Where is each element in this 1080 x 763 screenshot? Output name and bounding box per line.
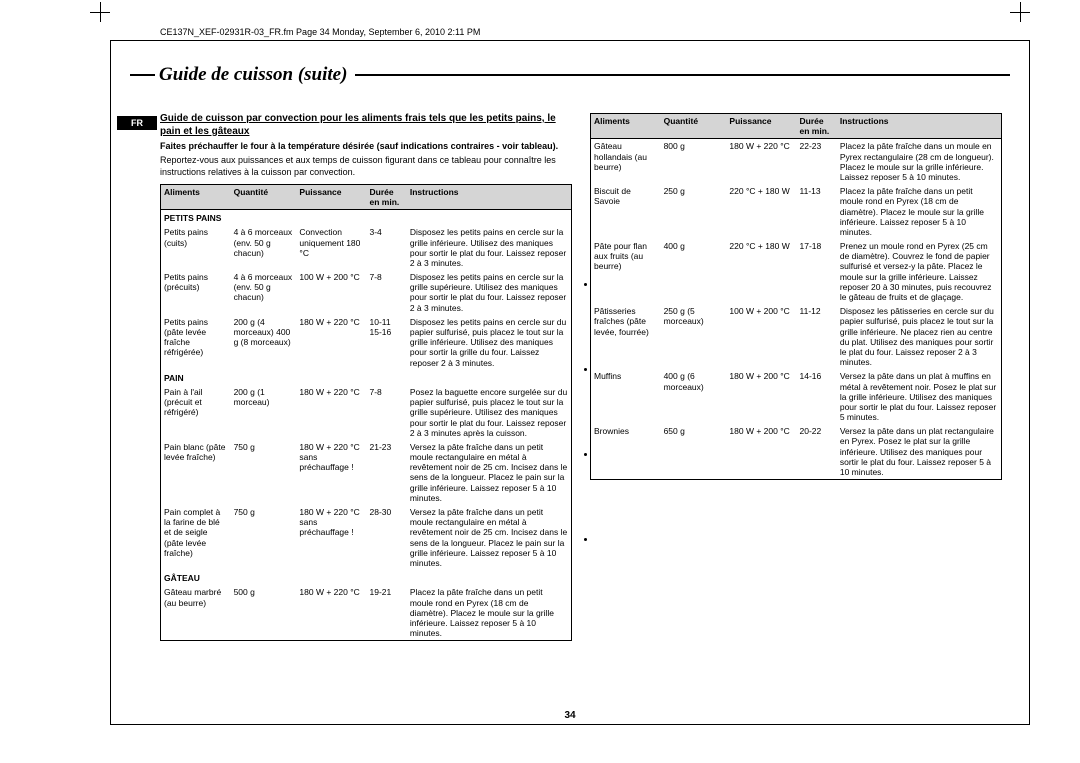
cell-p: Convection uniquement 180 °C [296, 225, 366, 270]
page-title: Guide de cuisson (suite) [155, 64, 355, 86]
cell-a: Gâteau hollandais (au beurre) [591, 139, 661, 184]
cell-i: Disposez les petits pains en cercle sur … [407, 225, 572, 270]
cell-q: 800 g [661, 139, 727, 184]
cell-i: Placez la pâte fraîche dans un petit mou… [837, 184, 1002, 239]
page-number: 34 [564, 710, 575, 721]
cell-i: Disposez les petits pains en cercle sur … [407, 270, 572, 315]
cell-a: Pain complet à la farine de blé et de se… [161, 505, 231, 570]
cell-d: 20-22 [797, 424, 837, 479]
cell-q: 750 g [231, 440, 297, 505]
th-duree: Durée en min. [367, 184, 407, 209]
content-columns: Guide de cuisson par convection pour les… [160, 113, 1010, 641]
cell-i: Versez la pâte fraîche dans un petit mou… [407, 440, 572, 505]
intro-sub: Faites préchauffer le four à la températ… [160, 141, 572, 152]
cell-i: Versez la pâte dans un plat rectangulair… [837, 424, 1002, 479]
cell-p: 180 W + 220 °C [296, 585, 366, 640]
cell-i: Placez la pâte fraîche dans un moule en … [837, 139, 1002, 184]
th-duree: Durée en min. [797, 114, 837, 139]
left-column: Guide de cuisson par convection pour les… [160, 113, 572, 641]
intro-heading: Guide de cuisson par convection pour les… [160, 113, 572, 138]
cooking-table-left: Aliments Quantité Puissance Durée en min… [160, 184, 572, 642]
th-aliments: Aliments [591, 114, 661, 139]
cell-a: Pain blanc (pâte levée fraîche) [161, 440, 231, 505]
cell-i: Posez la baguette encore surgelée sur du… [407, 385, 572, 440]
cell-d: 3-4 [367, 225, 407, 270]
cell-d: 21-23 [367, 440, 407, 505]
cell-p: 180 W + 220 °C sans préchauffage ! [296, 440, 366, 505]
cell-d: 22-23 [797, 139, 837, 184]
cell-a: Petits pains (pâte levée fraîche réfrigé… [161, 315, 231, 370]
cell-i: Versez la pâte fraîche dans un petit mou… [407, 505, 572, 570]
cell-p: 220 °C + 180 W [726, 239, 796, 304]
cooking-table-right: Aliments Quantité Puissance Durée en min… [590, 113, 1002, 480]
cell-p: 180 W + 200 °C [726, 369, 796, 424]
cell-p: 180 W + 220 °C [296, 315, 366, 370]
cell-p: 180 W + 220 °C [296, 385, 366, 440]
th-quantite: Quantité [231, 184, 297, 209]
cell-q: 400 g (6 morceaux) [661, 369, 727, 424]
gutter-dots [584, 283, 587, 541]
cell-a: Brownies [591, 424, 661, 479]
doc-meta: CE137N_XEF-02931R-03_FR.fm Page 34 Monda… [160, 27, 480, 37]
section-header: PAIN [161, 370, 572, 385]
cell-a: Pâtisseries fraîches (pâte levée, fourré… [591, 304, 661, 369]
cell-a: Muffins [591, 369, 661, 424]
cell-p: 100 W + 200 °C [296, 270, 366, 315]
cell-i: Placez la pâte fraîche dans un petit mou… [407, 585, 572, 640]
th-instructions: Instructions [837, 114, 1002, 139]
cell-q: 200 g (1 morceau) [231, 385, 297, 440]
th-aliments: Aliments [161, 184, 231, 209]
cell-d: 11-13 [797, 184, 837, 239]
cell-q: 650 g [661, 424, 727, 479]
cell-d: 17-18 [797, 239, 837, 304]
cell-i: Disposez les pâtisseries en cercle sur d… [837, 304, 1002, 369]
language-badge: FR [117, 116, 157, 130]
cell-a: Gâteau marbré (au beurre) [161, 585, 231, 640]
cell-d: 14-16 [797, 369, 837, 424]
cell-d: 28-30 [367, 505, 407, 570]
th-quantite: Quantité [661, 114, 727, 139]
cell-a: Biscuit de Savoie [591, 184, 661, 239]
cell-a: Petits pains (précuits) [161, 270, 231, 315]
cell-q: 4 à 6 morceaux (env. 50 g chacun) [231, 270, 297, 315]
intro-body: Reportez-vous aux puissances et aux temp… [160, 155, 572, 178]
cell-i: Versez la pâte dans un plat à muffins en… [837, 369, 1002, 424]
cell-a: Petits pains (cuits) [161, 225, 231, 270]
cell-d: 7-8 [367, 385, 407, 440]
th-instructions: Instructions [407, 184, 572, 209]
cell-q: 200 g (4 morceaux) 400 g (8 morceaux) [231, 315, 297, 370]
th-puissance: Puissance [296, 184, 366, 209]
cell-i: Prenez un moule rond en Pyrex (25 cm de … [837, 239, 1002, 304]
th-puissance: Puissance [726, 114, 796, 139]
cell-p: 180 W + 200 °C [726, 424, 796, 479]
section-header: PETITS PAINS [161, 210, 572, 226]
section-header: GÂTEAU [161, 570, 572, 585]
cell-p: 100 W + 200 °C [726, 304, 796, 369]
cell-q: 500 g [231, 585, 297, 640]
cell-d: 7-8 [367, 270, 407, 315]
cell-p: 180 W + 220 °C [726, 139, 796, 184]
cell-p: 180 W + 220 °C sans préchauffage ! [296, 505, 366, 570]
cell-q: 400 g [661, 239, 727, 304]
cell-a: Pâte pour flan aux fruits (au beurre) [591, 239, 661, 304]
right-column: Aliments Quantité Puissance Durée en min… [590, 113, 1002, 641]
cell-q: 250 g [661, 184, 727, 239]
cell-p: 220 °C + 180 W [726, 184, 796, 239]
cell-d: 19-21 [367, 585, 407, 640]
cell-d: 10-11 15-16 [367, 315, 407, 370]
cell-a: Pain à l'ail (précuit et réfrigéré) [161, 385, 231, 440]
cell-q: 250 g (5 morceaux) [661, 304, 727, 369]
cell-i: Disposez les petits pains en cercle sur … [407, 315, 572, 370]
cell-d: 11-12 [797, 304, 837, 369]
cell-q: 4 à 6 morceaux (env. 50 g chacun) [231, 225, 297, 270]
cell-q: 750 g [231, 505, 297, 570]
